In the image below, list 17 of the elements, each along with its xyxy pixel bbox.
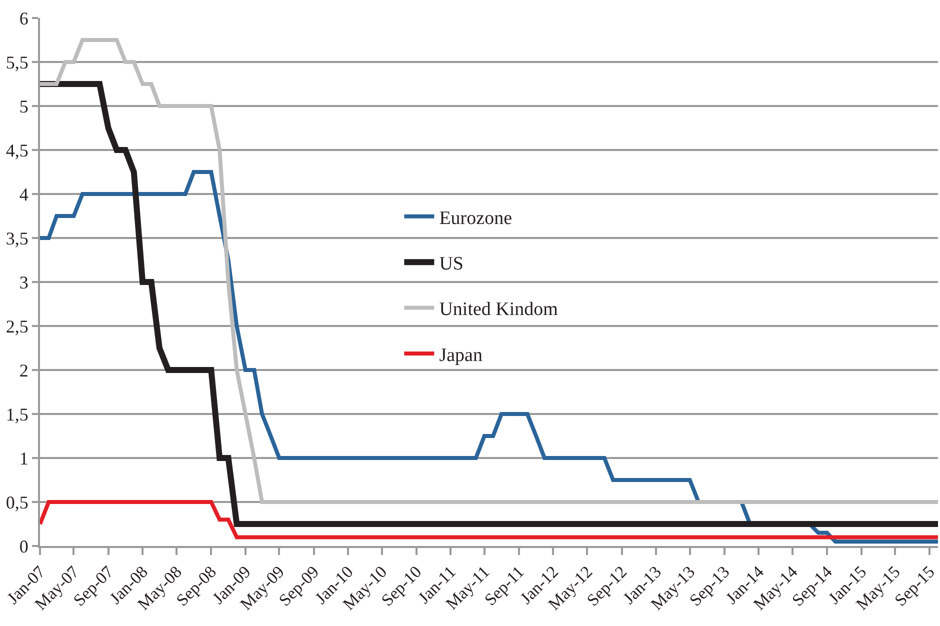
legend-label: Japan [439,344,483,366]
legend-label: United Kindom [439,299,558,320]
legend-label: Eurozone [439,208,512,229]
y-tick-label: 3 [19,272,28,292]
y-tick-label: 0,5 [6,492,28,512]
legend-label: US [439,253,464,274]
y-tick-label: 1,5 [6,404,28,424]
y-tick-label: 5 [19,96,28,116]
y-tick-label: 5,5 [6,52,28,72]
y-tick-label: 0 [19,536,28,556]
y-tick-label: 2 [19,360,28,380]
y-tick-label: 4,5 [6,140,28,160]
y-tick-label: 6 [19,8,28,28]
y-tick-label: 1 [19,448,28,468]
y-tick-label: 4 [19,184,28,204]
y-tick-label: 2,5 [6,316,28,336]
y-tick-label: 3,5 [6,228,28,248]
